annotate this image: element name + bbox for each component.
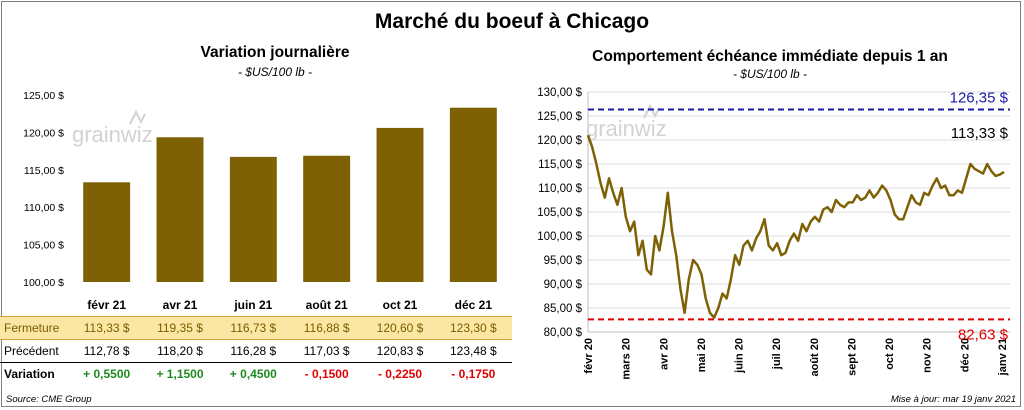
table-cell: 123,48 $ [449, 344, 497, 358]
table-cell: + 0,5500 [83, 367, 131, 381]
bar-chart: grainwiz 100,00 $ 105,00 $ 110,00 $ 115,00 $… [23, 90, 497, 312]
table-cell: 112,78 $ [83, 344, 130, 358]
y-tick-label: 125,00 $ [537, 111, 582, 123]
watermark-text: grainwiz [586, 116, 667, 141]
y-tick-label: 90,00 $ [544, 279, 583, 291]
bar [83, 182, 131, 282]
row-label: Variation [4, 367, 55, 381]
x-tick-label: juin 20 [734, 338, 746, 374]
y-tick-label: 115,00 $ [24, 165, 64, 177]
x-tick-label: nov 20 [922, 338, 934, 373]
x-tick-label: juin 21 [233, 298, 272, 312]
x-tick-label: mars 20 [621, 338, 633, 380]
y-tick-label: 100,00 $ [537, 231, 582, 243]
table-cell: 119,35 $ [157, 321, 203, 335]
left-chart-subtitle: - $US/100 lb - [237, 65, 313, 79]
x-tick-label: août 20 [809, 338, 821, 377]
x-tick-label: oct 20 [884, 338, 896, 370]
y-tick-label: 105,00 $ [537, 207, 582, 219]
table-cell: 123,30 $ [449, 321, 497, 335]
price-line [586, 134, 1005, 319]
last-value-label: 113,33 $ [951, 125, 1009, 142]
main-title: Marché du boeuf à Chicago [374, 10, 650, 33]
table-cell: 117,03 $ [303, 344, 350, 358]
y-tick-label: 110,00 $ [538, 183, 583, 195]
y-tick-label: 100,00 $ [23, 277, 64, 289]
table-cell: 113,33 $ [83, 321, 130, 335]
low-label: 82,63 $ [958, 326, 1009, 343]
right-chart-subtitle: - $US/100 lb - [732, 67, 808, 81]
x-tick-label: oct 21 [383, 298, 418, 312]
table-row-fermeture: Fermeture 113,33 $ 119,35 $ 116,73 $ 116,88… [0, 316, 512, 340]
bar [303, 155, 351, 282]
table-cell: 116,88 $ [303, 321, 350, 335]
y-tick-label: 110,00 $ [24, 202, 64, 214]
bar [229, 156, 277, 282]
bar [156, 137, 204, 282]
table-cell: - 0,1500 [304, 367, 349, 381]
y-tick-label: 130,00 $ [537, 87, 582, 99]
bar [376, 127, 424, 282]
x-tick-label: juil 20 [771, 338, 783, 370]
table-cell: 116,28 $ [230, 344, 277, 358]
right-chart-title: Comportement échéance immédiate depuis 1… [592, 48, 948, 65]
table-cell: 120,83 $ [376, 344, 424, 358]
y-tick-label: 80,00 $ [544, 327, 583, 339]
x-tick-label: avr 21 [163, 298, 198, 312]
y-tick-label: 105,00 $ [23, 240, 64, 252]
row-label: Précédent [4, 344, 59, 358]
x-tick-label: févr 20 [583, 338, 595, 373]
bar [449, 107, 497, 282]
x-tick-label: déc 20 [959, 338, 971, 372]
x-tick-label: févr 21 [87, 298, 126, 312]
table-row-variation: Variation + 0,5500 + 1,1500 + 0,4500 - 0,15… [0, 362, 512, 385]
y-tick-label: 125,00 $ [23, 90, 64, 102]
watermark-logo: grainwiz [72, 109, 153, 147]
table-cell: 116,73 $ [230, 321, 277, 335]
line-chart: 80,00 $ 85,00 $ 90,00 $ 95,00 $ 100,00 $ 105,… [537, 87, 1010, 380]
source-note: Source: CME Group [6, 394, 92, 405]
table-row-precedent: Précédent 112,78 $ 118,20 $ 116,28 $ 117,03… [0, 340, 512, 362]
high-label: 126,35 $ [950, 90, 1009, 107]
left-chart-title: Variation journalière [200, 44, 350, 61]
y-tick-label: 120,00 $ [23, 127, 64, 139]
x-tick-label: mai 20 [696, 338, 708, 372]
table-cell: - 0,2250 [377, 367, 423, 381]
x-tick-label: sept 20 [846, 338, 858, 376]
table-cell: 118,20 $ [157, 344, 203, 358]
x-tick-label: avr 20 [658, 338, 670, 370]
watermark-logo: grainwiz [586, 103, 667, 141]
table-cell: + 1,1500 [156, 367, 204, 381]
y-tick-label: 115,00 $ [538, 159, 583, 171]
table-cell: - 0,1750 [451, 367, 496, 381]
table-cell: + 0,4500 [229, 367, 277, 381]
row-label: Fermeture [4, 321, 60, 335]
watermark-mark [129, 109, 146, 125]
y-tick-label: 85,00 $ [544, 303, 583, 315]
x-tick-label: déc 21 [455, 298, 493, 312]
watermark-mark [643, 103, 660, 119]
x-tick-label: août 21 [306, 298, 348, 312]
watermark-text: grainwiz [72, 122, 153, 147]
update-date: Mise à jour: mar 19 janv 2021 [890, 394, 1016, 405]
x-tick-label: janv 21 [997, 338, 1009, 376]
y-tick-label: 95,00 $ [544, 255, 583, 267]
y-tick-label: 120,00 $ [537, 135, 582, 147]
price-table: Fermeture 113,33 $ 119,35 $ 116,73 $ 116,88… [0, 316, 512, 385]
table-cell: 120,60 $ [376, 321, 424, 335]
